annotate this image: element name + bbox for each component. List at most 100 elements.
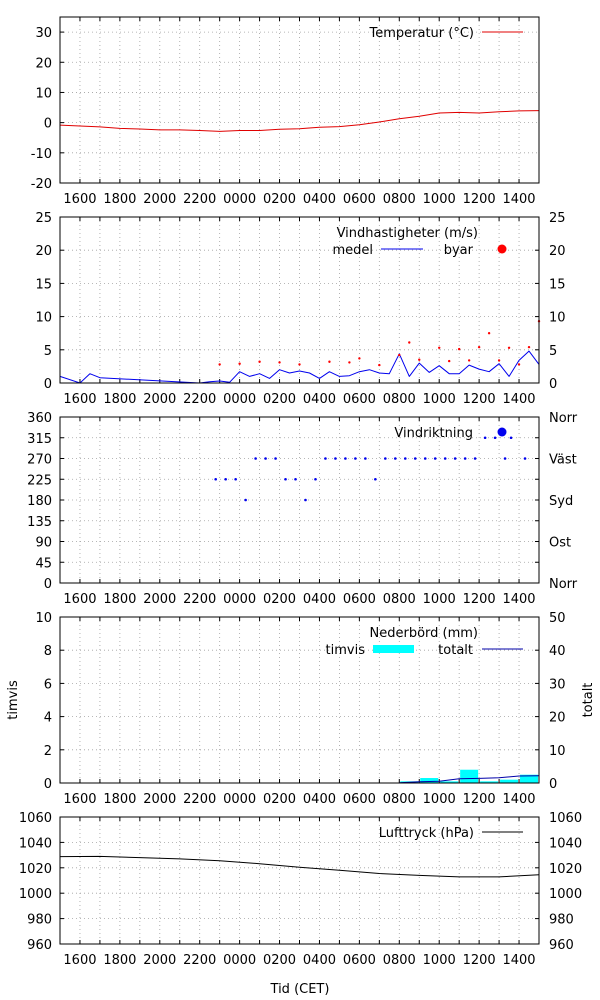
x-tick-label: 1600 [63,192,96,207]
plot-frame [59,816,540,945]
data-point [264,457,267,460]
y2-tick-label: 960 [549,938,574,953]
y2-tick-label: 0 [549,777,557,792]
data-point [509,436,513,440]
x-tick-label: 1200 [463,392,496,407]
data-point [378,363,381,367]
data-point [438,346,441,350]
bar [440,781,459,783]
data-point [238,362,241,365]
data-point [447,359,451,363]
x-tick-label: 1600 [63,953,96,968]
legend: Nederbörd (mm) timvis totalt [326,626,523,658]
legend-label: medel [332,243,373,258]
data-point [503,457,507,460]
legend: Vindriktning [394,426,507,441]
legend: Vindhastigheter (m/s) medel byar [332,226,507,258]
data-point [258,360,261,363]
data-point [364,457,367,460]
x-tick-label: 2000 [143,792,176,807]
y2-tick-label: 1000 [549,887,582,902]
data-point [224,477,227,481]
data-point [278,361,281,364]
legend-marker [497,244,507,254]
y2-tick-label: Syd [549,494,573,509]
data-point [244,498,247,502]
plot-area [59,855,540,878]
y-tick-label: 315 [27,432,52,447]
y-tick-label: 135 [27,515,52,530]
x-tick-label: 0000 [223,592,256,607]
y-tick-label: 25 [35,211,52,226]
y2-tick-label: 5 [549,344,557,359]
x-tick-label: 1600 [63,592,96,607]
y-tick-label: 10 [35,86,52,101]
y2-tick-label: 980 [549,913,574,928]
data-point [254,457,257,460]
y-tick-label: 10 [35,611,52,626]
y2-tick-label: 20 [549,244,566,259]
x-tick-label: 2200 [183,792,216,807]
bar [480,781,499,783]
series-line [59,110,540,132]
data-point [457,347,461,351]
x-axis-title: Tid (CET) [270,982,330,997]
x-tick-label: 1600 [63,392,96,407]
x-tick-label: 0800 [383,592,416,607]
x-tick-label: 1200 [463,792,496,807]
legend-title: Nederbörd (mm) [370,626,479,641]
y-axis-title: timvis [6,680,21,720]
y2-tick-label: Väst [549,453,577,468]
x-tick-label: 1800 [103,953,136,968]
data-point [483,436,487,440]
x-tick-label: 0800 [383,953,416,968]
y-tick-label: 8 [44,644,52,659]
y-tick-label: 6 [44,677,52,692]
y-tick-label: 180 [27,494,52,509]
x-tick-label: 2000 [143,392,176,407]
data-point [344,457,347,460]
x-tick-label: 0800 [383,392,416,407]
y-tick-label: 1000 [19,887,52,902]
legend-swatch [373,645,414,653]
data-point [394,457,397,460]
data-point [477,345,481,349]
y-tick-label: 980 [27,913,52,928]
x-tick-label: 0400 [303,592,336,607]
y-tick-label: 0 [44,377,52,392]
plot-frame [59,216,540,384]
y-tick-label: 5 [44,344,52,359]
plot-frame [59,416,540,584]
y-tick-label: 45 [35,556,52,571]
y2-tick-label: 1060 [549,811,582,826]
data-point [497,359,501,362]
x-tick-label: 0400 [303,953,336,968]
x-tick-label: 2000 [143,192,176,207]
y2-tick-label: Norr [549,577,578,592]
y-tick-label: 1060 [19,811,52,826]
x-tick-label: 0600 [343,592,376,607]
data-point [384,457,387,460]
data-point [398,353,401,357]
y2-tick-label: Ost [549,536,571,551]
y-tick-label: 90 [35,536,52,551]
series-line [59,350,540,384]
bar [500,779,519,783]
x-tick-label: 0600 [343,953,376,968]
data-point [423,457,427,460]
x-tick-label: 1400 [502,953,535,968]
data-point [304,498,307,502]
data-point [527,345,531,349]
x-tick-label: 0600 [343,192,376,207]
data-point [493,436,497,440]
x-tick-label: 0000 [223,792,256,807]
plot-area [59,320,541,384]
panel-vindriktning: 1600 1800 2000 2200 0000 0200 0400 0600 0800 1000… [27,411,578,607]
y2-tick-label: 50 [549,611,566,626]
plot-area [214,436,527,502]
data-point [507,346,511,350]
y2-tick-label: 10 [549,744,566,759]
x-tick-label: 1800 [103,792,136,807]
x-tick-label: 1800 [103,392,136,407]
